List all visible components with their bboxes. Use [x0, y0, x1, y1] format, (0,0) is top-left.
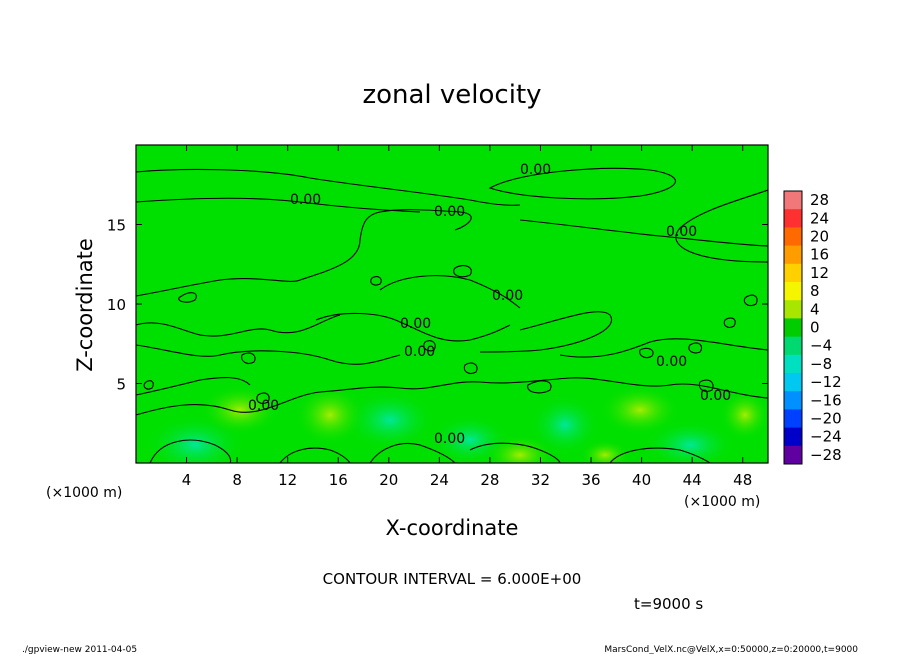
contour-label: 0.00 — [404, 344, 435, 360]
x-tick-label: 8 — [232, 471, 242, 489]
colorbar-label: −4 — [810, 337, 832, 355]
colorbar-swatch — [784, 354, 802, 374]
colorbar-swatch — [784, 373, 802, 392]
contour-labels: 0.00 0.00 0.00 0.00 0.00 0.00 0.00 0.00 … — [248, 162, 731, 447]
colorbar-label: 28 — [810, 191, 829, 209]
contour-label: 0.00 — [656, 354, 687, 370]
contour-label: 0.00 — [492, 288, 523, 304]
field-shading — [145, 385, 768, 463]
footer-right: MarsCond_VelX.nc@VelX,x=0:50000,z=0:2000… — [604, 645, 858, 654]
contour-label: 0.00 — [248, 398, 279, 414]
colorbar-label: −20 — [810, 410, 842, 428]
y-tick-label: 10 — [107, 296, 126, 314]
y-axis: 5 10 15 — [107, 217, 768, 394]
chart-title: zonal velocity — [362, 80, 541, 110]
colorbar-swatch — [784, 300, 802, 319]
colorbar-swatch — [784, 209, 802, 228]
colorbar-label: 0 — [810, 319, 820, 337]
colorbar-swatch — [784, 445, 802, 465]
x-tick-label: 40 — [632, 471, 651, 489]
x-tick-label: 24 — [430, 471, 449, 489]
x-tick-label: 28 — [480, 471, 499, 489]
x-tick-label: 44 — [683, 471, 702, 489]
x-tick-label: 20 — [379, 471, 398, 489]
contour-label: 0.00 — [290, 192, 321, 208]
x-unit-label-right: (×1000 m) — [684, 494, 760, 510]
contour-label: 0.00 — [434, 431, 465, 447]
colorbar-swatch — [784, 336, 802, 356]
y-tick-label: 15 — [107, 217, 126, 235]
colorbar-label: 4 — [810, 300, 820, 318]
colorbar-label: −28 — [810, 446, 842, 464]
x-tick-label: 36 — [581, 471, 600, 489]
contour-lines — [136, 167, 768, 463]
colorbar-swatch — [784, 409, 802, 429]
colorbar-label: −12 — [810, 373, 842, 391]
colorbar-swatch — [784, 191, 802, 210]
colorbar-label: −24 — [810, 428, 842, 446]
x-tick-label: 12 — [278, 471, 297, 489]
colorbar-swatch — [784, 227, 802, 247]
x-unit-label-left: (×1000 m) — [46, 485, 122, 501]
x-tick-label: 16 — [329, 471, 348, 489]
colorbar-label: −16 — [810, 391, 842, 409]
colorbar-swatch — [784, 318, 802, 338]
x-axis: 4 8 12 16 20 24 28 32 36 40 44 48 — [182, 145, 752, 489]
x-tick-label: 4 — [182, 471, 192, 489]
y-tick-label: 5 — [116, 376, 126, 394]
colorbar-swatch — [784, 263, 802, 283]
contour-interval-text: CONTOUR INTERVAL = 6.000E+00 — [323, 570, 582, 588]
colorbar-label: 24 — [810, 209, 829, 227]
contour-label: 0.00 — [700, 388, 731, 404]
colorbar-swatch — [784, 245, 802, 265]
x-tick-label: 32 — [531, 471, 550, 489]
contour-label: 0.00 — [666, 224, 697, 240]
contour-label: 0.00 — [434, 204, 465, 220]
footer-left: ./gpview-new 2011-04-05 — [22, 645, 137, 654]
contour-label: 0.00 — [520, 162, 551, 178]
colorbar-label: 12 — [810, 264, 829, 282]
colorbar-label: 8 — [810, 282, 820, 300]
colorbar-label: 16 — [810, 246, 829, 264]
colorbar-swatch — [784, 391, 802, 410]
colorbar-swatch — [784, 282, 802, 301]
x-axis-label: X-coordinate — [386, 516, 519, 540]
colorbar-frame — [783, 190, 803, 465]
x-tick-label: 48 — [733, 471, 752, 489]
colorbar-label: 20 — [810, 228, 829, 246]
colorbar-swatch — [784, 427, 802, 447]
contour-label: 0.00 — [400, 316, 431, 332]
y-axis-label: Z-coordinate — [73, 238, 97, 372]
time-label: t=9000 s — [634, 595, 703, 613]
colorbar-label: −8 — [810, 355, 832, 373]
